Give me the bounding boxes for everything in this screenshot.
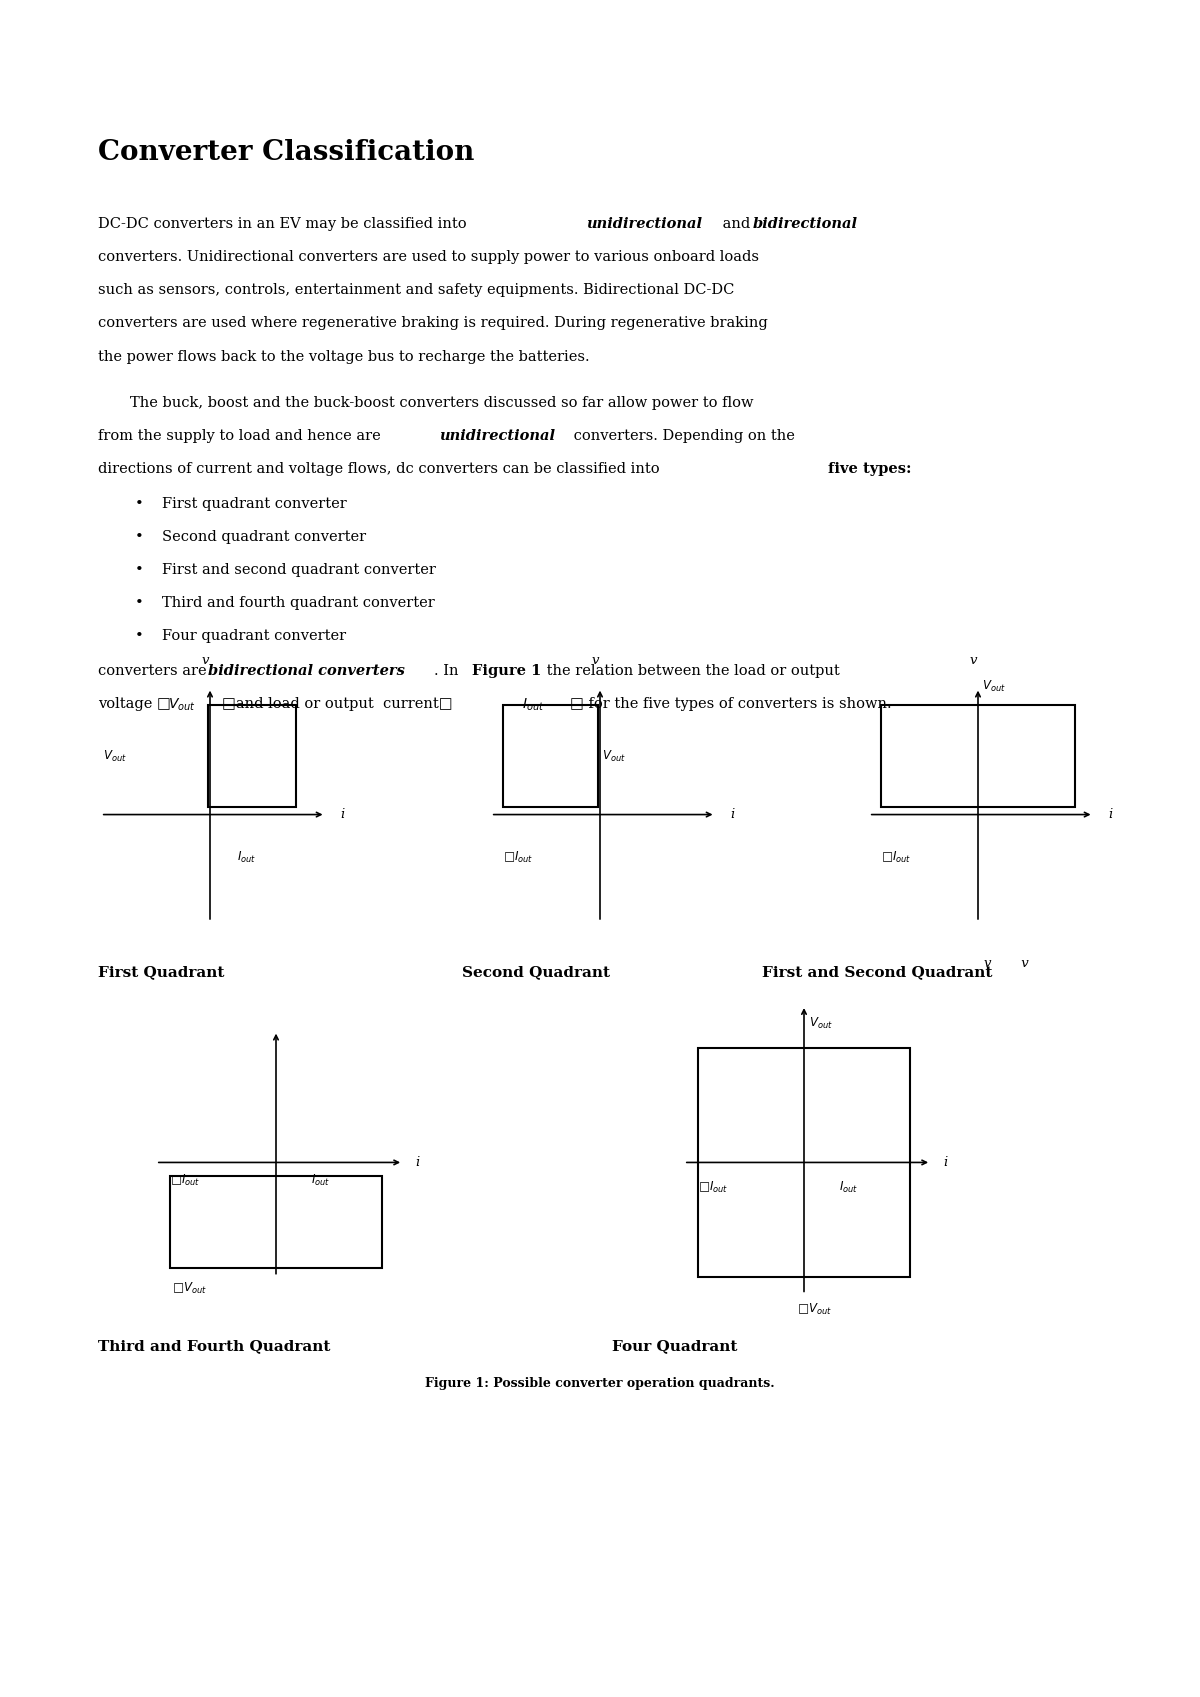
Text: and: and xyxy=(718,217,755,231)
Text: bidirectional converters: bidirectional converters xyxy=(208,664,404,677)
Text: unidirectional: unidirectional xyxy=(439,429,556,443)
Text: from the supply to load and hence are: from the supply to load and hence are xyxy=(98,429,385,443)
Text: □$I_{out}$: □$I_{out}$ xyxy=(169,1173,200,1188)
Text: First quadrant converter: First quadrant converter xyxy=(162,497,347,511)
Bar xyxy=(169,1176,383,1268)
Bar xyxy=(697,1049,911,1276)
Text: □$V_{out}$: □$V_{out}$ xyxy=(797,1302,832,1317)
Text: voltage □: voltage □ xyxy=(98,697,172,711)
Text: $I_{out}$: $I_{out}$ xyxy=(238,850,257,865)
Text: bidirectional: bidirectional xyxy=(752,217,857,231)
Text: •: • xyxy=(134,529,143,545)
Text: Figure 1: Figure 1 xyxy=(472,664,541,677)
Text: the relation between the load or output: the relation between the load or output xyxy=(542,664,840,677)
Text: $I_{out}$: $I_{out}$ xyxy=(839,1181,858,1195)
Text: □ for the five types of converters is shown.: □ for the five types of converters is sh… xyxy=(570,697,892,711)
Bar xyxy=(504,706,598,806)
Text: . In: . In xyxy=(434,664,463,677)
Text: $V_{out}$: $V_{out}$ xyxy=(103,748,127,764)
Text: $I_{out}$: $I_{out}$ xyxy=(522,697,545,713)
Text: v: v xyxy=(202,655,209,667)
Text: five types:: five types: xyxy=(828,462,912,477)
Text: □$I_{out}$: □$I_{out}$ xyxy=(697,1181,728,1195)
Text: v: v xyxy=(970,655,977,667)
Text: i: i xyxy=(730,808,734,821)
Text: i: i xyxy=(415,1156,419,1169)
Text: Second Quadrant: Second Quadrant xyxy=(462,966,610,979)
Text: •: • xyxy=(134,497,143,511)
Text: Second quadrant converter: Second quadrant converter xyxy=(162,529,366,545)
Text: $V_{out}$: $V_{out}$ xyxy=(982,679,1006,694)
Text: Third and Fourth Quadrant: Third and Fourth Quadrant xyxy=(98,1339,331,1353)
Text: DC-DC converters in an EV may be classified into: DC-DC converters in an EV may be classif… xyxy=(98,217,472,231)
Bar xyxy=(881,706,1075,806)
Text: □$I_{out}$: □$I_{out}$ xyxy=(504,850,534,865)
Text: i: i xyxy=(340,808,344,821)
Text: v       v: v v xyxy=(984,957,1028,969)
Bar xyxy=(208,706,296,806)
Text: First and Second Quadrant: First and Second Quadrant xyxy=(762,966,992,979)
Text: First and second quadrant converter: First and second quadrant converter xyxy=(162,563,436,577)
Text: Third and fourth quadrant converter: Third and fourth quadrant converter xyxy=(162,596,434,611)
Text: $V_{out}$: $V_{out}$ xyxy=(809,1015,833,1030)
Text: •: • xyxy=(134,596,143,611)
Text: i: i xyxy=(1108,808,1112,821)
Text: such as sensors, controls, entertainment and safety equipments. Bidirectional DC: such as sensors, controls, entertainment… xyxy=(98,283,734,297)
Text: □and load or output  current□: □and load or output current□ xyxy=(222,697,452,711)
Text: First Quadrant: First Quadrant xyxy=(98,966,224,979)
Text: directions of current and voltage flows, dc converters can be classified into: directions of current and voltage flows,… xyxy=(98,462,665,477)
Text: □$I_{out}$: □$I_{out}$ xyxy=(881,850,912,865)
Text: converters are used where regenerative braking is required. During regenerative : converters are used where regenerative b… xyxy=(98,316,768,331)
Text: Four Quadrant: Four Quadrant xyxy=(612,1339,737,1353)
Text: $V_{out}$: $V_{out}$ xyxy=(602,748,626,764)
Text: Four quadrant converter: Four quadrant converter xyxy=(162,630,346,643)
Text: i: i xyxy=(943,1156,947,1169)
Text: Figure 1: Possible converter operation quadrants.: Figure 1: Possible converter operation q… xyxy=(425,1376,775,1390)
Text: $V_{out}$: $V_{out}$ xyxy=(168,697,196,713)
Text: converters. Unidirectional converters are used to supply power to various onboar: converters. Unidirectional converters ar… xyxy=(98,249,760,265)
Text: $I_{out}$: $I_{out}$ xyxy=(311,1173,330,1188)
Text: unidirectional: unidirectional xyxy=(586,217,702,231)
Text: v: v xyxy=(592,655,599,667)
Text: converters. Depending on the: converters. Depending on the xyxy=(569,429,794,443)
Text: •: • xyxy=(134,630,143,643)
Text: converters are: converters are xyxy=(98,664,211,677)
Text: Converter Classification: Converter Classification xyxy=(98,139,475,166)
Text: The buck, boost and the buck-boost converters discussed so far allow power to fl: The buck, boost and the buck-boost conve… xyxy=(130,395,754,411)
Text: •: • xyxy=(134,563,143,577)
Text: the power flows back to the voltage bus to recharge the batteries.: the power flows back to the voltage bus … xyxy=(98,350,590,363)
Text: □$V_{out}$: □$V_{out}$ xyxy=(172,1281,208,1297)
